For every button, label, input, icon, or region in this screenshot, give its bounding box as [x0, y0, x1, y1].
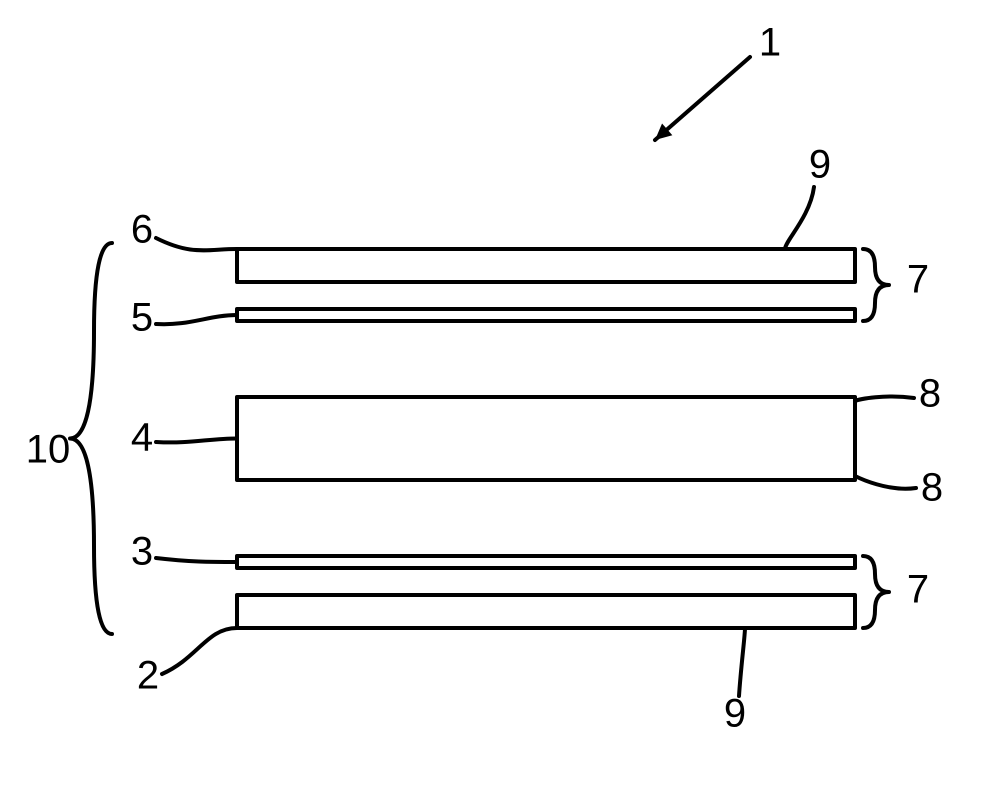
leader-4	[156, 439, 237, 443]
layer-4	[237, 397, 855, 480]
label-8-bottom: 8	[921, 466, 943, 510]
leader-3	[156, 558, 237, 562]
layer-6	[237, 249, 855, 282]
label-10: 10	[26, 428, 71, 472]
arrow-1-line	[655, 57, 750, 140]
label-9-top: 9	[809, 143, 831, 187]
label-5: 5	[131, 296, 153, 340]
brace-10	[70, 243, 112, 634]
layer-5	[237, 309, 855, 321]
leader-6	[156, 238, 237, 250]
brace-7-top	[863, 249, 889, 321]
label-7-top: 7	[907, 258, 929, 302]
leader-5	[156, 315, 237, 324]
leader-8-top	[855, 396, 914, 401]
leader-9-bottom	[739, 628, 745, 696]
leader-2	[162, 628, 237, 674]
label-8-top: 8	[919, 372, 941, 416]
label-1: 1	[759, 21, 781, 65]
diagram-canvas: 1 2 3 4 5 6 7 7 8 8 9 9 10	[0, 0, 1000, 803]
layer-3	[237, 556, 855, 568]
leader-8-bottom	[855, 476, 916, 489]
label-7-bottom: 7	[907, 568, 929, 612]
brace-7-bottom	[863, 556, 889, 628]
label-6: 6	[131, 208, 153, 252]
label-9-bottom: 9	[724, 692, 746, 736]
label-2: 2	[137, 654, 159, 698]
leader-9-top	[785, 187, 814, 249]
layer-2	[237, 595, 855, 628]
label-4: 4	[131, 416, 153, 460]
label-3: 3	[131, 530, 153, 574]
